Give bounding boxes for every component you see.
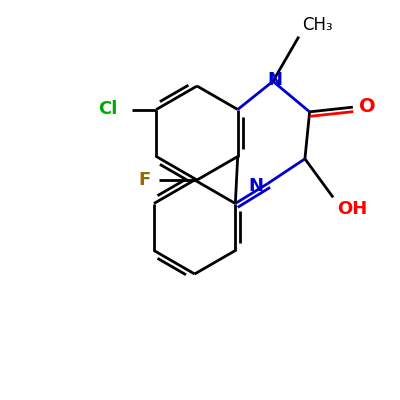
Text: CH₃: CH₃ [302, 16, 332, 34]
Text: Cl: Cl [98, 100, 118, 118]
Text: F: F [138, 171, 151, 189]
Text: O: O [359, 97, 376, 116]
Text: OH: OH [337, 200, 367, 218]
Text: N: N [249, 176, 264, 194]
Text: N: N [268, 71, 282, 89]
